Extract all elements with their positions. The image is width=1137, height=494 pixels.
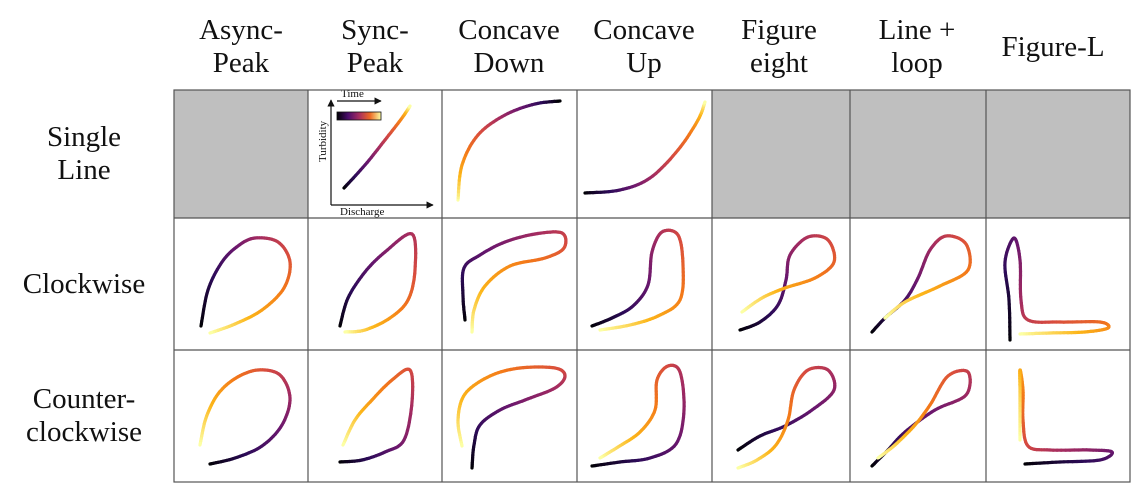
empty-cell [174,90,308,218]
row-header-counterclockwise: Counter- clockwise [26,383,142,448]
curve-cw-sync-peak [338,232,418,334]
legend-y-label: Turbidity [317,120,329,162]
curve-ccw-concave-down [456,365,567,470]
curve-cw-figure-eight [738,234,837,332]
plot-cell [986,350,1130,482]
legend-colorbar [336,111,382,121]
curves-layer [198,99,1114,470]
plot-cell [174,218,308,350]
curve-cw-figure-l [1003,236,1111,342]
plot-cell [577,350,712,482]
column-header-figure-eight: Figure eight [741,14,817,79]
curve-cw-concave-up [590,228,685,332]
column-header-figure-l: Figure-L [1001,30,1105,63]
empty-cell [986,90,1130,218]
curve-single-concave-up [583,100,707,195]
curve-ccw-concave-up [590,363,686,468]
curve-single-sync-peak [342,104,412,190]
plot-cell [442,350,577,482]
column-header-concave-up: Concave Up [593,14,695,79]
column-header-concave-down: Concave Down [458,14,560,79]
column-header-sync-peak: Sync- Peak [341,14,409,79]
plot-cell [712,218,850,350]
plot-cell [577,90,712,218]
plot-cell [308,350,442,482]
curve-ccw-line-loop [870,368,972,468]
empty-cell [712,90,850,218]
curve-ccw-figure-eight [736,365,837,470]
curve-cw-async-peak [199,236,292,335]
plot-cell [712,350,850,482]
curve-single-concave-down [456,99,562,202]
curve-cw-line-loop [870,234,972,334]
curve-ccw-sync-peak [338,367,415,464]
curve-ccw-async-peak [198,368,292,466]
row-header-single-line: Single Line [46,121,122,186]
legend-axes-icon: Time Turbidity Discharge [317,88,434,218]
empty-cell [850,90,986,218]
column-header-async-peak: Async- Peak [199,14,283,79]
plot-cell [577,218,712,350]
plot-cell [850,218,986,350]
legend-time-label: Time [341,88,364,100]
row-header-clockwise: Clockwise [22,267,146,300]
legend-x-label: Discharge [340,206,385,218]
plot-cell [308,218,442,350]
curve-cw-concave-down [460,230,568,334]
grid-lines [173,89,1131,483]
column-header-line-loop: Line + loop [878,14,956,79]
plot-cell [442,90,577,218]
curve-ccw-figure-l [1018,368,1114,466]
